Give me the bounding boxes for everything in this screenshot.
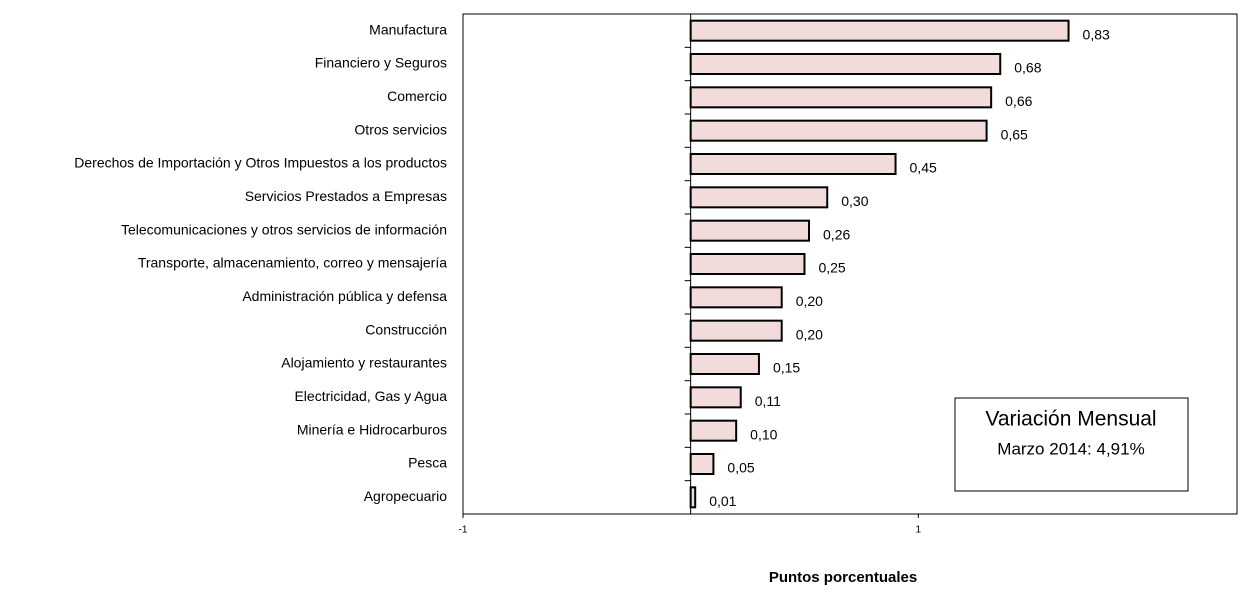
y-tick-label: Administración pública y defensa bbox=[242, 288, 447, 304]
y-tick-label: Financiero y Seguros bbox=[315, 55, 447, 71]
y-tick-label: Comercio bbox=[387, 88, 447, 104]
value-label: 0,25 bbox=[818, 260, 845, 276]
bar bbox=[689, 319, 783, 342]
bar bbox=[689, 19, 1070, 42]
value-label: 0,45 bbox=[910, 160, 937, 176]
y-tick-label: Otros servicios bbox=[354, 121, 447, 137]
value-label: 0,15 bbox=[773, 360, 800, 376]
value-label: 0,01 bbox=[709, 493, 736, 509]
value-label: 0,20 bbox=[796, 293, 823, 309]
y-tick-label: Servicios Prestados a Empresas bbox=[245, 188, 447, 204]
y-tick-label: Derechos de Importación y Otros Impuesto… bbox=[74, 155, 447, 171]
bar bbox=[689, 186, 829, 209]
x-tick-label: 1 bbox=[916, 525, 922, 536]
annotation: Variación Mensual bbox=[985, 408, 1156, 431]
y-tick-label: Minería e Hidrocarburos bbox=[297, 421, 447, 437]
value-label: 0,68 bbox=[1014, 60, 1041, 76]
y-tick-label: Alojamiento y restaurantes bbox=[281, 355, 447, 371]
value-label: 0,26 bbox=[823, 226, 850, 242]
bar bbox=[689, 219, 811, 242]
annotation-box bbox=[954, 397, 1189, 492]
y-tick-label: Telecomunicaciones y otros servicios de … bbox=[121, 221, 447, 237]
value-label: 0,65 bbox=[1001, 126, 1028, 142]
value-label: 0,30 bbox=[841, 193, 868, 209]
bar bbox=[689, 86, 993, 109]
annotation: Marzo 2014: 4,91% bbox=[997, 439, 1144, 458]
bar bbox=[689, 153, 897, 175]
bar bbox=[689, 286, 783, 309]
plot-area bbox=[462, 13, 1238, 515]
bar bbox=[689, 453, 715, 475]
bar bbox=[689, 419, 738, 442]
x-axis-label: Puntos porcentuales bbox=[769, 569, 917, 586]
y-tick-label: Pesca bbox=[408, 455, 447, 471]
value-label: 0,05 bbox=[727, 460, 754, 476]
bar bbox=[689, 253, 806, 275]
value-label: 0,20 bbox=[796, 326, 823, 342]
y-tick-label: Transporte, almacenamiento, correo y men… bbox=[138, 255, 447, 271]
y-tick-label: Construcción bbox=[365, 321, 447, 337]
bar bbox=[689, 53, 1002, 75]
x-tick-label: -1 bbox=[459, 525, 468, 536]
y-tick-label: Agropecuario bbox=[364, 488, 447, 504]
bar bbox=[689, 386, 742, 409]
bar bbox=[689, 486, 697, 509]
bar bbox=[689, 119, 988, 142]
y-tick-label: Electricidad, Gas y Agua bbox=[294, 388, 447, 404]
value-label: 0,11 bbox=[755, 393, 781, 409]
y-tick-label: Manufactura bbox=[369, 21, 447, 37]
value-label: 0,83 bbox=[1083, 26, 1110, 42]
bar bbox=[689, 353, 760, 375]
value-label: 0,66 bbox=[1005, 93, 1032, 109]
value-label: 0,10 bbox=[750, 426, 777, 442]
